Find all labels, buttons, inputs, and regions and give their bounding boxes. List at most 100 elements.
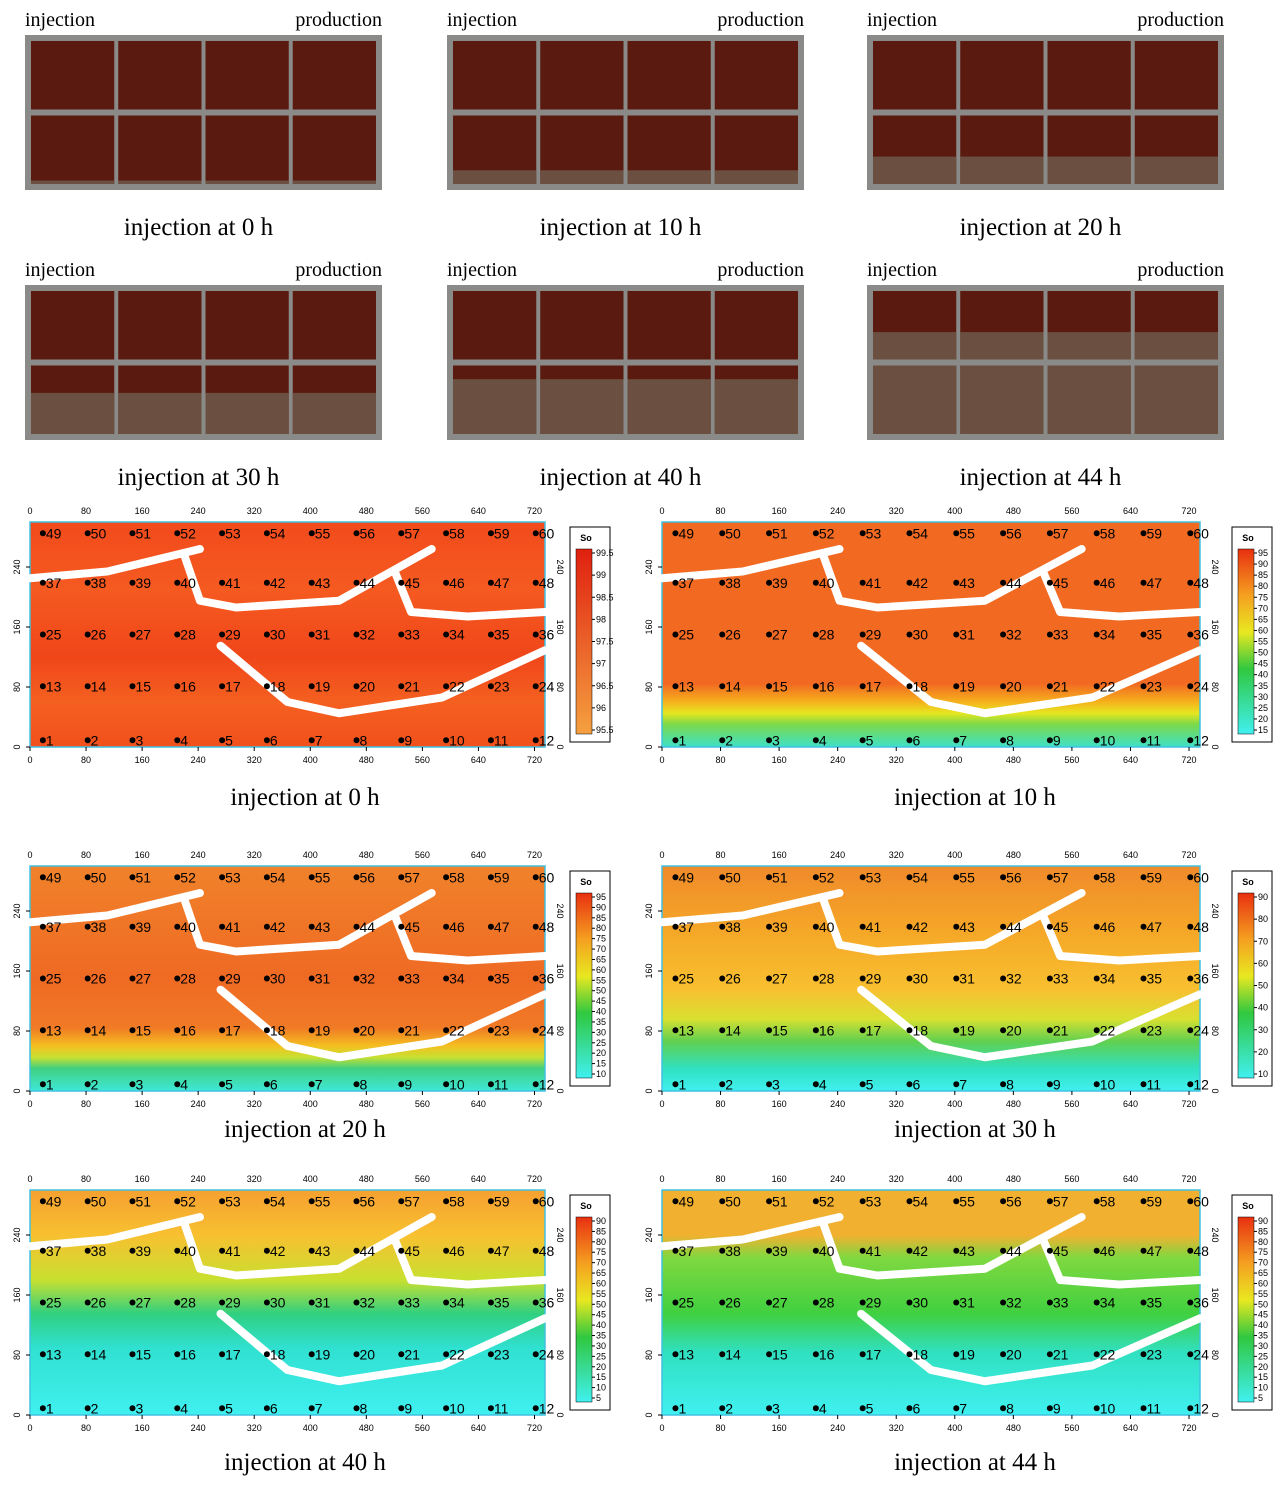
sample-point	[219, 1405, 226, 1412]
contour-field	[661, 1189, 1201, 1416]
point-label: 34	[449, 627, 465, 643]
sample-point	[532, 1299, 539, 1306]
x-tick-label-bottom: 640	[471, 755, 486, 765]
point-label: 49	[678, 525, 694, 541]
sample-point	[859, 1027, 866, 1034]
point-label: 25	[678, 1295, 694, 1311]
point-label: 48	[1193, 575, 1209, 591]
point-label: 22	[449, 1346, 465, 1362]
x-tick-label-top: 720	[1182, 506, 1197, 516]
point-label: 50	[725, 869, 741, 885]
sample-point	[859, 923, 866, 930]
sample-point	[532, 683, 539, 690]
sample-point	[263, 631, 270, 638]
sample-point	[719, 1405, 726, 1412]
sample-point	[263, 1405, 270, 1412]
y-tick-label-right: 80	[555, 1026, 565, 1036]
colorbar-tick-label: 5	[596, 1393, 601, 1403]
swept-zone	[960, 365, 1044, 434]
colorbar-tick-label: 50	[596, 986, 606, 996]
point-label: 55	[959, 525, 975, 541]
x-tick-label-bottom: 240	[830, 1099, 845, 1109]
fracture	[819, 545, 1086, 612]
colorbar-tick-label: 15	[1258, 1372, 1268, 1382]
swept-zone	[714, 170, 798, 184]
sample-point	[129, 1027, 136, 1034]
point-label: 55	[959, 869, 975, 885]
point-label: 39	[135, 575, 151, 591]
sample-point	[263, 683, 270, 690]
sample-point	[906, 631, 913, 638]
point-label: 29	[866, 971, 882, 987]
sample-point	[953, 530, 960, 537]
point-label: 7	[959, 1076, 967, 1092]
colorbar-tick-label: 35	[596, 1331, 606, 1341]
sample-point	[443, 975, 450, 982]
point-label: 21	[404, 1346, 420, 1362]
x-tick-label-bottom: 720	[527, 1099, 542, 1109]
colorbar-tick-label: 20	[1258, 1047, 1268, 1057]
point-label: 22	[1100, 678, 1116, 694]
x-tick-label-top: 240	[830, 506, 845, 516]
point-label: 12	[539, 1400, 555, 1416]
sample-point	[1140, 631, 1147, 638]
sample-point	[353, 1081, 360, 1088]
point-label: 57	[404, 1193, 420, 1209]
sample-point	[1046, 975, 1053, 982]
x-tick-label-bottom: 240	[191, 1099, 206, 1109]
sample-point	[129, 737, 136, 744]
sample-point	[906, 579, 913, 586]
photo-cell	[1047, 41, 1131, 110]
sample-point	[443, 1247, 450, 1254]
point-label: 33	[1053, 627, 1069, 643]
point-label: 59	[1147, 869, 1163, 885]
point-label: 33	[404, 1295, 420, 1311]
point-label: 44	[1006, 1243, 1022, 1259]
sample-point	[1046, 1198, 1053, 1205]
point-label: 58	[1100, 869, 1116, 885]
point-label: 55	[959, 1193, 975, 1209]
colorbar	[1237, 548, 1255, 735]
sample-point	[812, 1247, 819, 1254]
sample-point	[812, 1198, 819, 1205]
map-caption: injection at 30 h	[894, 1116, 1056, 1143]
photo-cell	[1134, 41, 1218, 110]
point-label: 22	[1100, 1346, 1116, 1362]
sample-point	[308, 1198, 315, 1205]
sample-point	[766, 975, 773, 982]
point-label: 26	[725, 1295, 741, 1311]
sample-point	[398, 923, 405, 930]
sample-point	[1000, 1405, 1007, 1412]
point-label: 23	[494, 1022, 510, 1038]
point-label: 27	[772, 971, 788, 987]
point-label: 10	[449, 1076, 465, 1092]
swept-zone	[1134, 365, 1218, 434]
x-tick-label-bottom: 560	[415, 755, 430, 765]
sample-point	[39, 1027, 46, 1034]
sample-point	[812, 1351, 819, 1358]
sample-point	[84, 1081, 91, 1088]
sample-point	[1140, 683, 1147, 690]
point-label: 21	[404, 678, 420, 694]
x-tick-label-top: 640	[471, 1174, 486, 1184]
x-tick-label-bottom: 0	[27, 1423, 32, 1433]
y-tick-label-left: 80	[644, 682, 654, 692]
x-tick-label-bottom: 80	[81, 1099, 91, 1109]
sample-point	[219, 1081, 226, 1088]
swept-zone	[540, 379, 624, 434]
point-label: 11	[1147, 1076, 1162, 1092]
fracture	[1039, 569, 1204, 621]
sample-point	[308, 923, 315, 930]
point-label: 24	[539, 1022, 555, 1038]
sample-point	[174, 1247, 181, 1254]
sample-point	[443, 1351, 450, 1358]
sample-point	[129, 1351, 136, 1358]
swept-zone	[627, 170, 711, 184]
swept-zone	[292, 180, 376, 184]
x-tick-label-bottom: 80	[716, 755, 726, 765]
y-tick-label-right: 240	[1210, 903, 1220, 918]
contour-field	[661, 521, 1201, 748]
point-label: 52	[819, 869, 835, 885]
point-label: 33	[1053, 971, 1069, 987]
photo-cell	[31, 291, 115, 360]
